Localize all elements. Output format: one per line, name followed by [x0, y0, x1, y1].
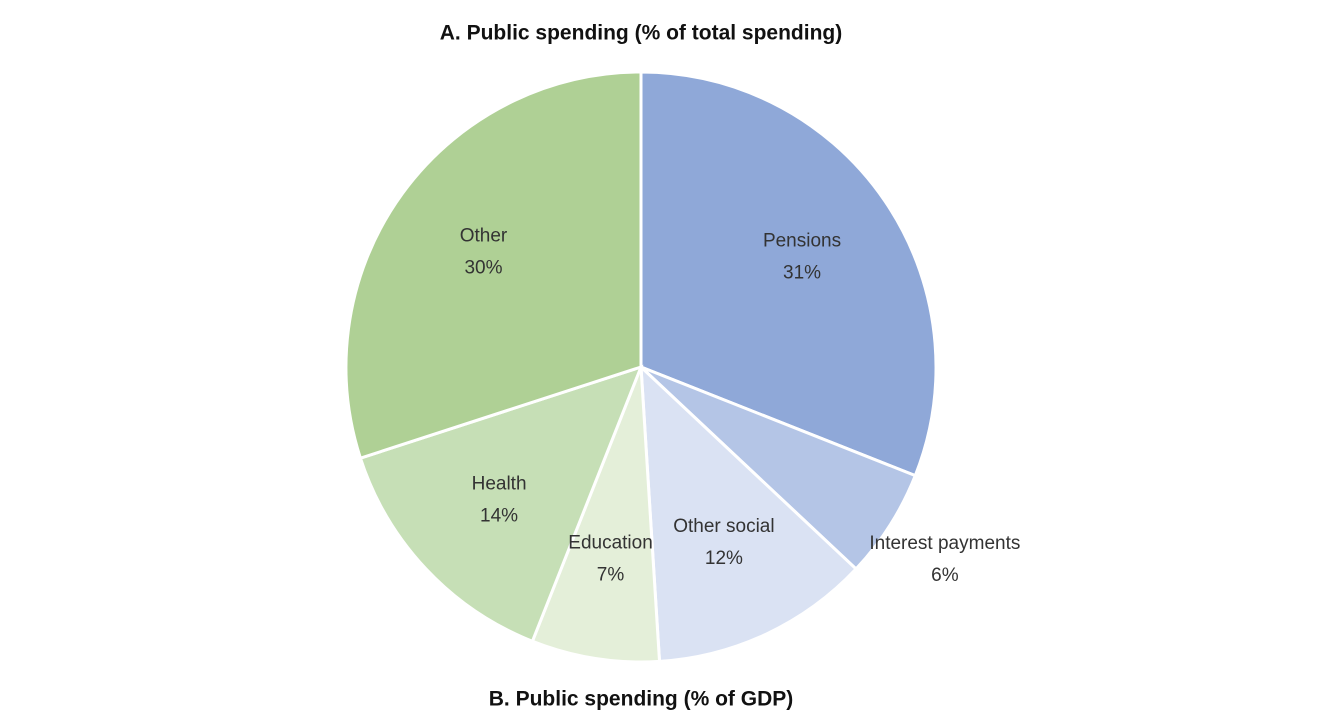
pie-slice — [639, 70, 938, 478]
slice-value-label: 12% — [705, 548, 743, 569]
pie-slice — [530, 366, 662, 664]
slice-label: Other — [460, 226, 508, 247]
slice-value-label: 6% — [931, 565, 959, 586]
slice-value-label: 31% — [783, 263, 821, 284]
slice-value-label: 7% — [597, 564, 625, 585]
pie-labels: Pensions 31% Interest payments 6% Other soci… — [460, 226, 1021, 586]
chart-title: A. Public spending (% of total spending) — [440, 22, 843, 45]
pie-slice — [639, 363, 859, 664]
slice-value-label: 14% — [480, 505, 518, 526]
next-chart-title: B. Public spending (% of GDP) — [489, 688, 794, 711]
slice-label: Education — [568, 532, 653, 553]
slice-label: Pensions — [763, 231, 841, 252]
slice-label: Interest payments — [869, 533, 1020, 554]
slice-label: Health — [472, 473, 527, 494]
pie — [344, 70, 938, 664]
slice-label: Other social — [673, 516, 774, 537]
slice-value-label: 30% — [464, 258, 502, 279]
pie-slice — [344, 70, 643, 461]
